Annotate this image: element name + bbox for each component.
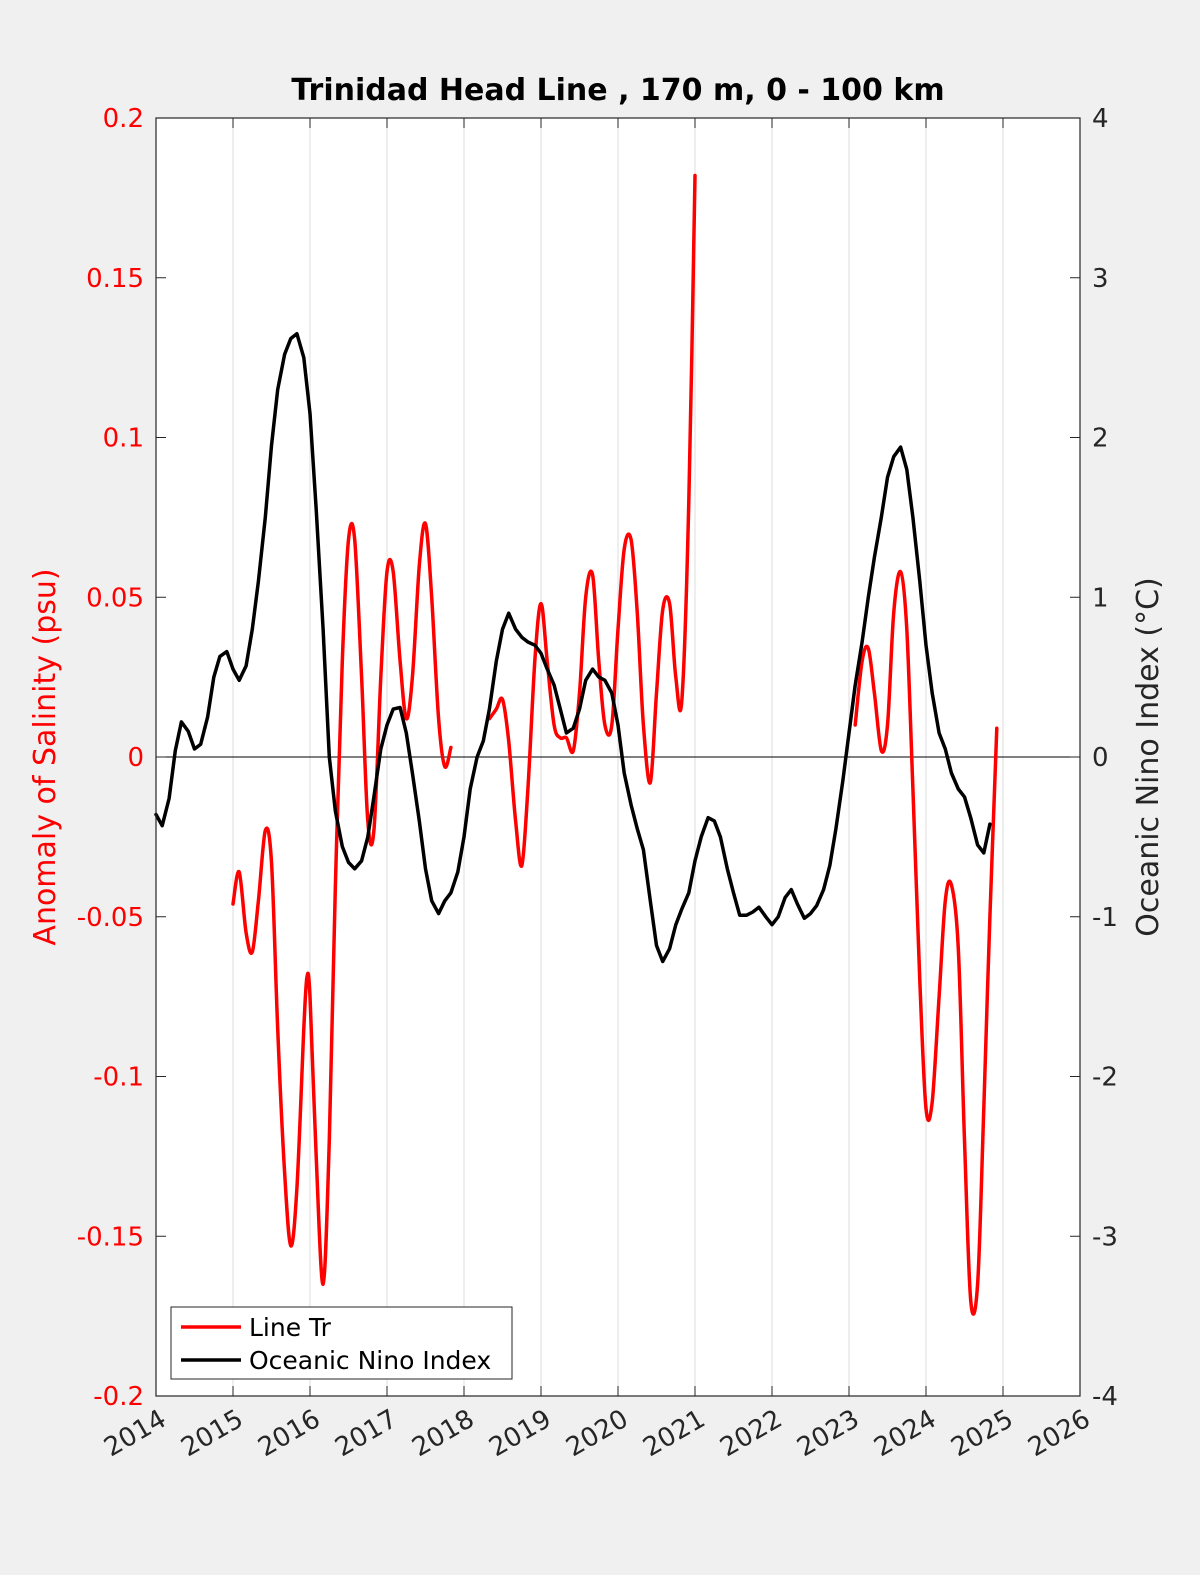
axis-ticks [155,117,1081,1397]
y-axis-left-label: Anomaly of Salinity (psu) [28,568,63,945]
series-line-oceanic-nino-index-segment-0 [154,331,992,964]
legend-label-oni: Oceanic Nino Index [249,1346,491,1375]
y-left-tick-label: 0 [127,743,144,773]
y-right-tick-label: 0 [1092,743,1109,773]
y-left-tick-label: -0.05 [77,903,144,933]
y-right-tick-label: -1 [1092,903,1118,933]
y-left-tick-label: -0.1 [93,1063,144,1093]
y-axis-right-label: Oceanic Nino Index (°C) [1131,577,1166,937]
y-left-tick-label: 0.15 [86,264,144,294]
series-line-line-tr-segment-1 [487,173,697,868]
legend: Line Tr Oceanic Nino Index [170,1306,513,1380]
chart-title: Trinidad Head Line , 170 m, 0 - 100 km [291,73,944,108]
y-right-tick-label: -2 [1092,1063,1118,1093]
y-left-tick-label: 0.1 [103,424,144,454]
y-left-tick-label: 0.05 [86,583,144,613]
y-left-tick-label: 0.2 [103,104,144,134]
y-right-tick-label: 1 [1092,583,1109,613]
series-layer [154,173,999,1316]
y-right-tick-label: -4 [1092,1382,1118,1412]
legend-label-line-tr: Line Tr [249,1313,332,1342]
y-right-tick-label: 2 [1092,424,1109,454]
y-left-tick-label: -0.15 [77,1222,144,1252]
y-left-tick-label: -0.2 [93,1382,144,1412]
y-right-tick-label: 3 [1092,264,1109,294]
y-right-tick-label: -3 [1092,1222,1118,1252]
y-right-tick-label: 4 [1092,104,1109,134]
legend-box [170,1306,513,1380]
series-line-line-tr-segment-2 [853,569,999,1316]
